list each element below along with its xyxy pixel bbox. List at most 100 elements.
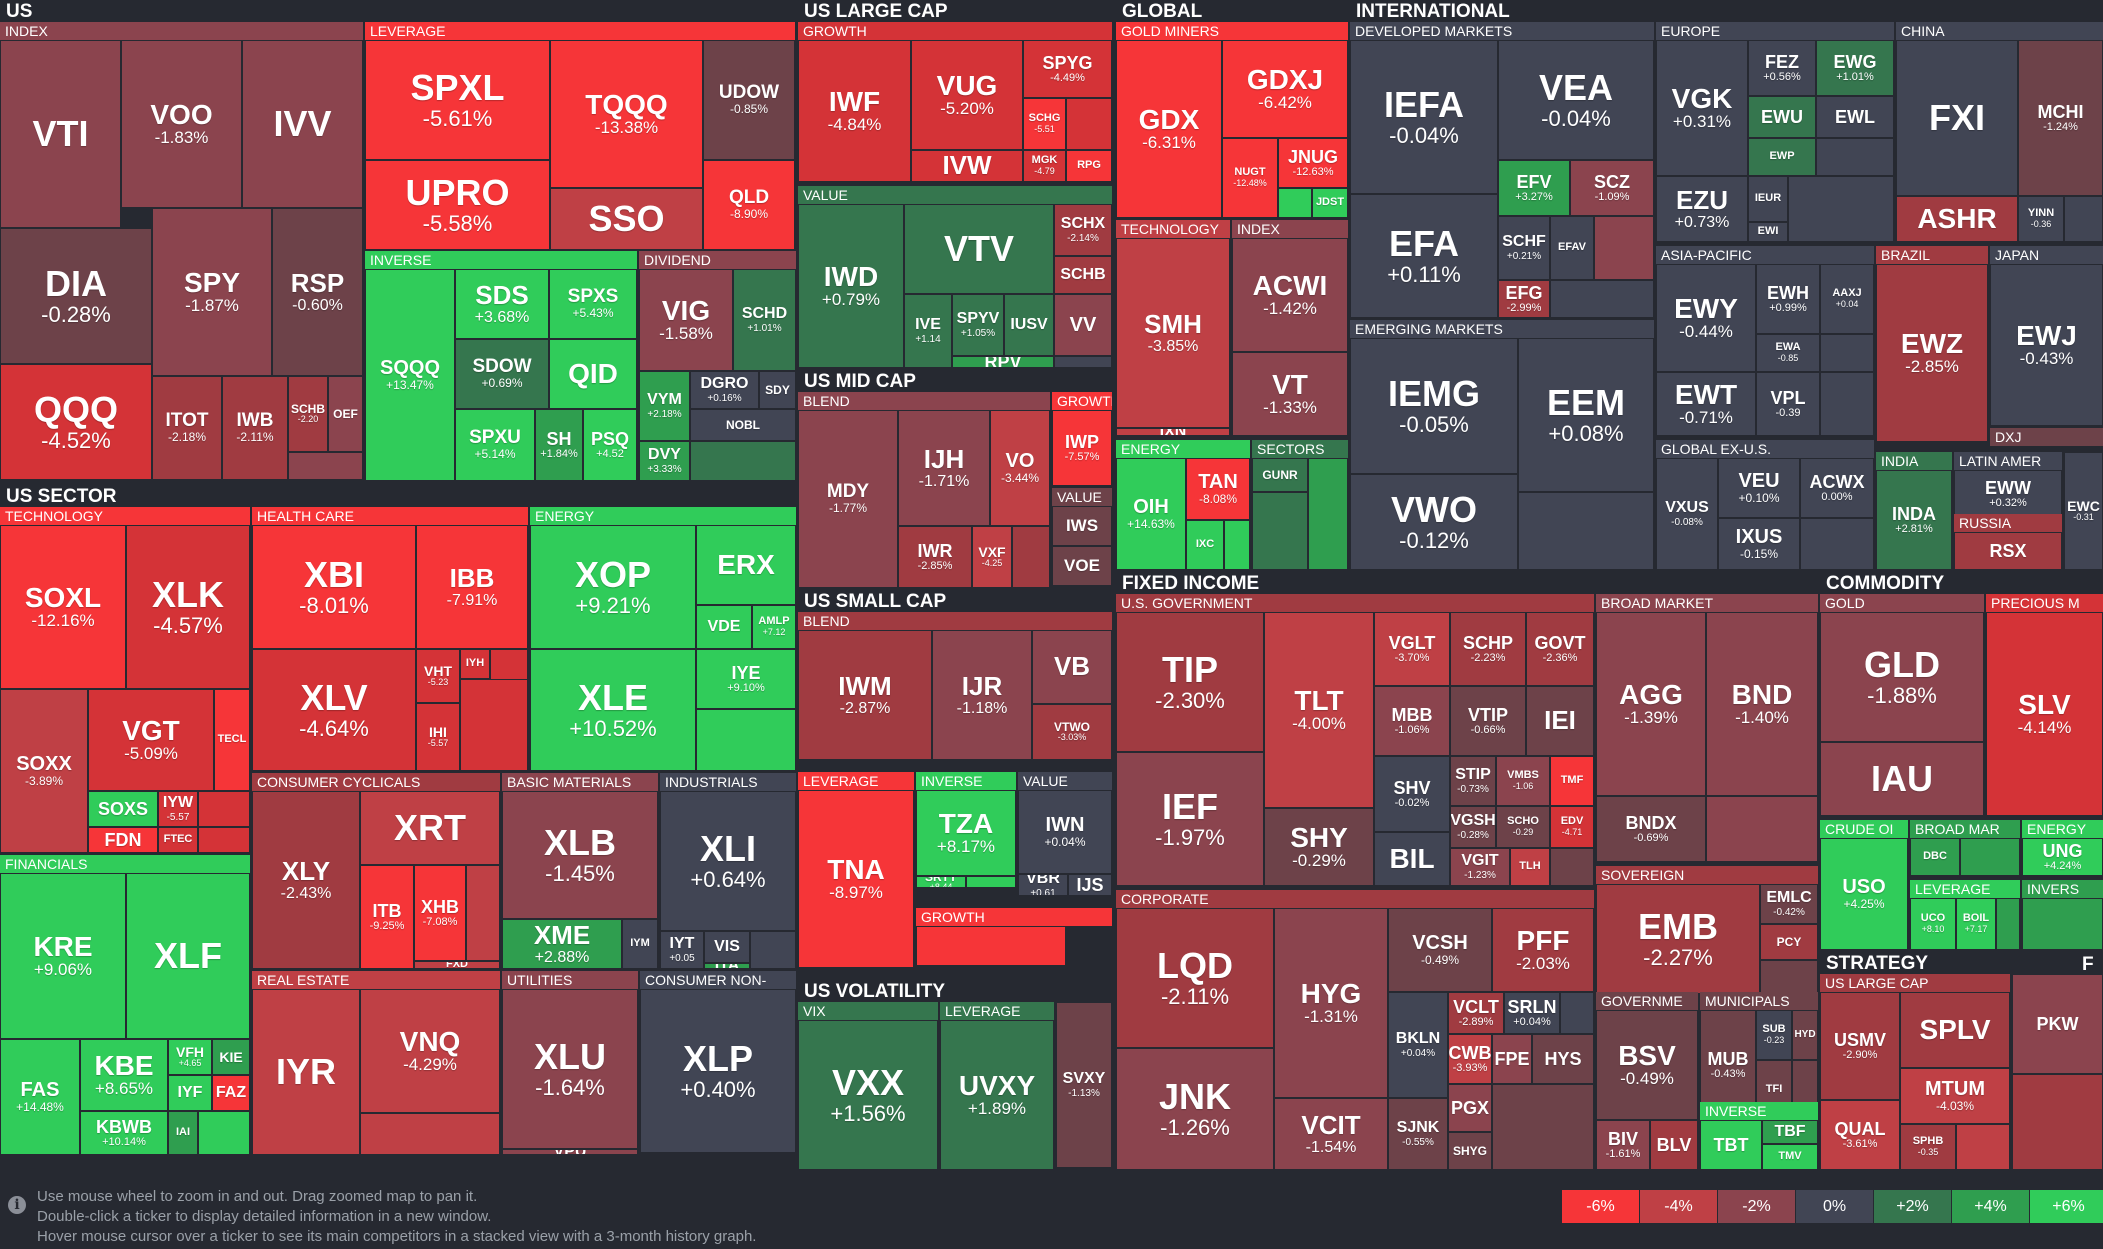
ticker-vxus[interactable]: VXUS -0.08% xyxy=(1656,458,1718,570)
ticker-tecl[interactable]: TECL xyxy=(214,689,250,791)
ticker-ewi[interactable]: EWI xyxy=(1748,222,1788,242)
ticker-small[interactable] xyxy=(1550,848,1594,886)
ticker-spyg[interactable]: SPYG -4.49% xyxy=(1023,40,1112,98)
ticker-hyg[interactable]: HYG -1.31% xyxy=(1274,908,1388,1098)
ticker-urty[interactable]: URTY xyxy=(798,968,858,970)
ticker-emb[interactable]: EMB -2.27% xyxy=(1596,884,1760,994)
ticker-iyf[interactable]: IYF xyxy=(168,1075,212,1111)
ticker-itb[interactable]: ITB -9.25% xyxy=(360,865,414,969)
ticker-tna[interactable]: TNA -8.97% xyxy=(798,790,914,968)
ticker-ewa[interactable]: EWA -0.85 xyxy=(1756,334,1820,372)
ticker-vde[interactable]: VDE xyxy=(696,605,752,649)
ticker-sqqq[interactable]: SQQQ +13.47% xyxy=(365,269,455,481)
ticker-qid[interactable]: QID xyxy=(549,339,637,409)
ticker-dia[interactable]: DIA -0.28% xyxy=(0,228,152,364)
ticker-xly[interactable]: XLY -2.43% xyxy=(252,791,360,969)
ticker-efv[interactable]: EFV +3.27% xyxy=(1498,160,1570,216)
ticker-uso[interactable]: USO +4.25% xyxy=(1820,838,1908,950)
ticker-small[interactable] xyxy=(1224,520,1250,570)
ticker-dvy[interactable]: DVY +3.33% xyxy=(639,441,690,481)
ticker-vis[interactable]: VIS xyxy=(704,931,750,963)
ticker-acwi[interactable]: ACWI -1.42% xyxy=(1232,238,1348,352)
ticker-vug[interactable]: VUG -5.20% xyxy=(911,40,1023,150)
ticker-ftec[interactable]: FTEC xyxy=(158,827,198,853)
ticker-qual[interactable]: QUAL -3.61% xyxy=(1820,1100,1900,1170)
ticker-ijr[interactable]: IJR -1.18% xyxy=(932,630,1032,760)
ticker-uwm[interactable]: UWM xyxy=(858,968,914,970)
ticker-ewp[interactable]: EWP xyxy=(1748,138,1816,176)
ticker-eem[interactable]: EEM +0.08% xyxy=(1518,338,1654,492)
ticker-sdow[interactable]: SDOW +0.69% xyxy=(455,339,549,409)
ticker-vtv[interactable]: VTV xyxy=(904,204,1054,294)
ticker-xme[interactable]: XME +2.88% xyxy=(502,919,622,969)
ticker-ixn[interactable]: IXN xyxy=(1116,428,1230,436)
ticker-kre[interactable]: KRE +9.06% xyxy=(0,873,126,1039)
ticker-yinn[interactable]: YINN -0.36 xyxy=(2018,196,2064,242)
ticker-agg[interactable]: AGG -1.39% xyxy=(1596,612,1706,796)
ticker-schg[interactable]: SCHG -5.51 xyxy=(1023,98,1066,150)
ticker-rsx[interactable]: RSX xyxy=(1954,532,2062,570)
ticker-ijs[interactable]: IJS xyxy=(1068,874,1112,896)
ticker-xlk[interactable]: XLK -4.57% xyxy=(126,525,250,689)
ticker-pcy[interactable]: PCY xyxy=(1760,924,1818,960)
ticker-bsv[interactable]: BSV -0.49% xyxy=(1596,1010,1698,1120)
ticker-small[interactable] xyxy=(1956,1124,2010,1170)
ticker-oef[interactable]: OEF xyxy=(328,376,363,452)
ticker-slv[interactable]: SLV -4.14% xyxy=(1986,612,2103,816)
ticker-itot[interactable]: ITOT -2.18% xyxy=(152,376,222,480)
ticker-biv[interactable]: BIV -1.61% xyxy=(1596,1120,1650,1170)
ticker-veu[interactable]: VEU +0.10% xyxy=(1718,458,1800,518)
ticker-jdst[interactable]: JDST xyxy=(1312,188,1348,218)
ticker-dbc[interactable]: DBC xyxy=(1910,838,1960,876)
ticker-tip[interactable]: TIP -2.30% xyxy=(1116,612,1264,752)
ticker-jnk[interactable]: JNK -1.26% xyxy=(1116,1048,1274,1170)
ticker-iyh[interactable]: IYH xyxy=(460,649,490,679)
ticker-xlb[interactable]: XLB -1.45% xyxy=(502,791,658,919)
ticker-tqqq[interactable]: TQQQ -13.38% xyxy=(550,40,703,188)
ticker-xlu[interactable]: XLU -1.64% xyxy=(502,989,638,1149)
ticker-shv[interactable]: SHV -0.02% xyxy=(1374,756,1450,832)
ticker-small[interactable] xyxy=(1560,992,1594,1034)
ticker-small[interactable] xyxy=(1278,188,1312,218)
ticker-small[interactable] xyxy=(640,1153,796,1155)
ticker-small[interactable] xyxy=(1788,176,1894,242)
ticker-vpu[interactable]: VPU xyxy=(502,1149,638,1155)
ticker-bnd[interactable]: BND -1.40% xyxy=(1706,612,1818,796)
ticker-ivv[interactable]: IVV xyxy=(242,40,363,208)
ticker-usmv[interactable]: USMV -2.90% xyxy=(1820,992,1900,1100)
ticker-fdn[interactable]: FDN xyxy=(88,827,158,853)
ticker-edv[interactable]: EDV -4.71 xyxy=(1550,806,1594,848)
ticker-small[interactable] xyxy=(1252,492,1308,570)
ticker-vcsh[interactable]: VCSH -0.49% xyxy=(1388,908,1492,992)
ticker-acwx[interactable]: ACWX 0.00% xyxy=(1800,458,1874,518)
ticker-emlc[interactable]: EMLC -0.42% xyxy=(1760,884,1818,924)
ticker-vo[interactable]: VO -3.44% xyxy=(990,410,1050,526)
ticker-ita[interactable]: ITA xyxy=(704,963,750,969)
ticker-soxs[interactable]: SOXS xyxy=(88,791,158,827)
ticker-uco[interactable]: UCO +8.10 xyxy=(1910,898,1956,950)
ticker-vea[interactable]: VEA -0.04% xyxy=(1498,40,1654,160)
ticker-spxs[interactable]: SPXS +5.43% xyxy=(549,269,637,339)
ticker-hyd[interactable]: HYD xyxy=(1792,1010,1818,1060)
ticker-vxf[interactable]: VXF -4.25 xyxy=(972,526,1012,588)
ticker-jnug[interactable]: JNUG -12.63% xyxy=(1278,138,1348,188)
ticker-govt[interactable]: GOVT -2.36% xyxy=(1526,612,1594,686)
ticker-erx[interactable]: ERX xyxy=(696,525,796,605)
ticker-iai[interactable]: IAI xyxy=(168,1111,198,1155)
ticker-pgx[interactable]: PGX xyxy=(1448,1084,1492,1132)
ticker-vv[interactable]: VV xyxy=(1054,294,1112,356)
ticker-qld[interactable]: QLD -8.90% xyxy=(703,160,795,250)
ticker-scz[interactable]: SCZ -1.09% xyxy=(1570,160,1654,216)
ticker-vgsh[interactable]: VGSH -0.28% xyxy=(1450,806,1496,848)
ticker-vt[interactable]: VT -1.33% xyxy=(1232,352,1348,436)
ticker-iwm[interactable]: IWM -2.87% xyxy=(798,630,932,760)
ticker-svxy[interactable]: SVXY -1.13% xyxy=(1056,1002,1112,1168)
ticker-mbb[interactable]: MBB -1.06% xyxy=(1374,686,1450,756)
ticker-small[interactable] xyxy=(696,709,796,771)
ticker-mub[interactable]: MUB -0.43% xyxy=(1700,1010,1756,1120)
ticker-vwo[interactable]: VWO -0.12% xyxy=(1350,474,1518,570)
ticker-upro[interactable]: UPRO -5.58% xyxy=(365,160,550,250)
ticker-vglt[interactable]: VGLT -3.70% xyxy=(1374,612,1450,686)
ticker-eww[interactable]: EWW +0.32% xyxy=(1954,470,2062,518)
ticker-faz[interactable]: FAZ xyxy=(212,1075,250,1111)
